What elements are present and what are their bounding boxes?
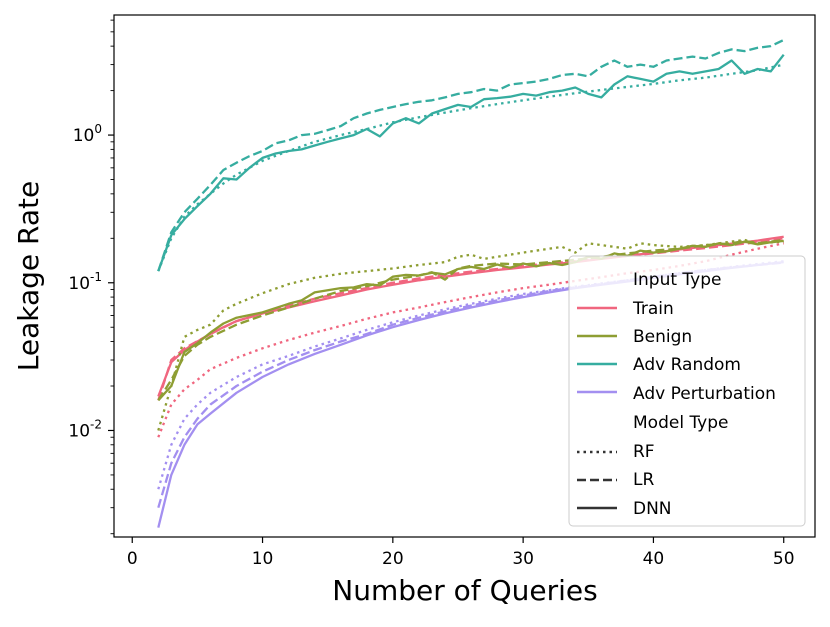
series-line-adv-random-rf	[157, 63, 784, 272]
series-line-adv-random-dnn	[157, 53, 785, 272]
x-tick-label: 50	[773, 549, 795, 569]
y-tick-label: 10-1	[68, 270, 102, 294]
y-tick-label: 10-2	[68, 417, 102, 441]
legend-box	[568, 255, 806, 527]
x-tick-label: 0	[127, 549, 138, 569]
legend: Input Type Train Benign Adv Random Adv P…	[568, 255, 806, 527]
legend-label-rf: RF	[633, 442, 655, 462]
x-axis-label: Number of Queries	[332, 574, 597, 607]
series-line-adv-random-lr	[157, 38, 785, 272]
legend-label-adv-random: Adv Random	[633, 355, 741, 375]
legend-hue-title: Input Type	[633, 270, 721, 290]
legend-label-lr: LR	[633, 470, 654, 490]
x-tick-label: 30	[512, 549, 534, 569]
legend-label-benign: Benign	[633, 327, 692, 347]
legend-style-title: Model Type	[633, 413, 729, 433]
series-layer	[157, 38, 785, 528]
y-axis-ticks: 100 10-1 10-2	[68, 19, 114, 535]
x-tick-label: 20	[382, 549, 404, 569]
x-tick-label: 10	[252, 549, 274, 569]
y-axis-label: Leakage Rate	[12, 181, 45, 371]
x-axis-ticks: 0 10 20 30 40 50	[127, 537, 795, 569]
y-tick-label: 100	[73, 122, 102, 146]
legend-label-dnn: DNN	[633, 499, 672, 519]
legend-label-train: Train	[632, 299, 674, 319]
x-tick-label: 40	[643, 549, 665, 569]
legend-label-adv-perturbation: Adv Perturbation	[633, 384, 776, 404]
series-line-benign-dnn	[157, 239, 784, 402]
plot-frame	[113, 14, 816, 538]
